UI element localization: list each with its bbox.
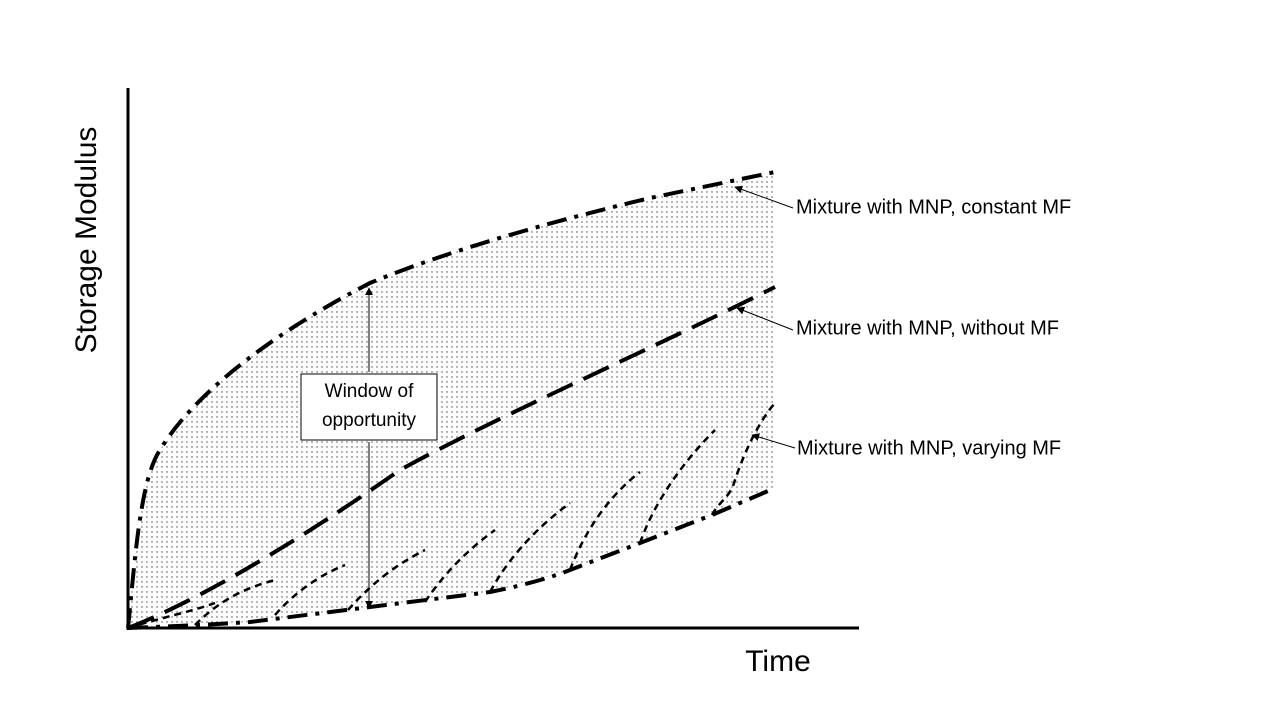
window-region [128,172,775,628]
curve-constant-mf [126,170,776,629]
x-axis-label: Time [745,645,811,678]
window-label: Window of [325,381,414,402]
pointers [365,185,796,609]
curve-without-mf [127,285,776,630]
window-label: opportunity [322,410,417,431]
curve-varying-mf [127,402,776,630]
window-box [300,373,438,441]
curve-label: Mixture with MNP, varying MF [797,437,1061,459]
y-axis-label: Storage Modulus [70,127,103,354]
curve-lower-bound [127,486,776,630]
curve-label: Mixture with MNP, constant MF [796,196,1071,218]
curve-label: Mixture with MNP, without MF [796,317,1059,339]
